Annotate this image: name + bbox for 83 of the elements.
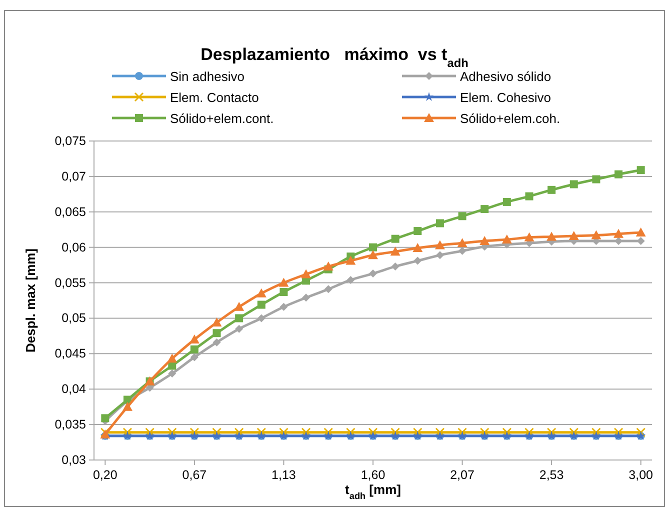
y-axis-title: Despl. max [mm] [23,248,38,353]
x-tick-label: 2,53 [539,468,564,482]
point [546,232,557,241]
point [636,227,646,236]
point [189,334,200,344]
legend-label: Adhesivo sólido [460,69,552,84]
point [591,230,602,240]
point [524,232,534,242]
point [278,278,289,287]
point [391,234,400,243]
point [234,302,244,311]
point [190,345,198,354]
legend-label: Sólido+elem.coh. [460,111,560,126]
point [346,276,355,284]
point [436,219,444,228]
point [235,324,244,333]
y-tick-label: 0,065 [54,204,86,219]
y-tick-label: 0,04 [62,382,86,396]
point [457,238,468,248]
point [568,230,579,240]
x-tick-label: 1,13 [272,468,296,482]
point [167,354,178,363]
point [302,294,310,302]
point [212,329,221,338]
y-tick-label: 0,055 [54,276,86,290]
point [301,269,312,278]
point [280,288,288,296]
point [190,353,198,362]
legend-label: Elem. Cohesivo [460,90,552,105]
point [458,212,466,220]
point [412,243,423,252]
point [480,205,489,214]
y-tick-label: 0,03 [62,453,86,467]
point [212,317,222,326]
y-tick-label: 0,075 [54,134,86,148]
x-tick-label: 1,60 [360,468,386,482]
point [391,262,400,270]
legend-label: Elem. Contacto [170,90,259,105]
point [369,270,377,278]
point [212,338,221,346]
y-tick-label: 0,035 [54,418,86,432]
point [436,251,444,260]
point [414,256,422,265]
point [592,175,600,184]
point [636,166,645,174]
point [636,428,646,438]
point [324,285,332,294]
y-tick-label: 0,07 [62,169,86,184]
point [480,236,490,245]
point [525,192,534,200]
x-tick-label: 0,67 [182,468,207,482]
x-axis-title: t$_{adh}$ [mm] [345,482,401,501]
point [101,414,110,422]
point [369,243,377,252]
x-tick-label: 2,07 [450,468,474,482]
point [548,186,556,194]
point [122,402,132,411]
point [235,314,244,322]
y-tick-label: 0,05 [62,311,86,326]
point [614,170,623,178]
y-tick-label: 0,045 [54,346,86,361]
x-tick-label: 3,00 [628,468,654,482]
chart-title: Desplazamiento máximo vs t$_{adh}$ [200,45,468,70]
point [368,250,378,260]
x-tick-label: 0,20 [92,468,118,482]
point [168,370,176,378]
point [570,180,578,188]
point [323,261,334,270]
point [502,198,511,206]
point [458,246,466,255]
point [346,256,356,265]
point [256,288,266,298]
point [434,240,445,250]
legend-label: Sólido+elem.cont. [170,111,274,126]
point [614,228,624,238]
point [280,302,288,311]
y-tick-label: 0,06 [62,240,86,254]
legend-label: Sin adhesivo [170,69,244,84]
point [502,234,512,244]
point [414,227,422,236]
point [257,300,266,309]
point [257,314,266,322]
point [390,246,400,256]
